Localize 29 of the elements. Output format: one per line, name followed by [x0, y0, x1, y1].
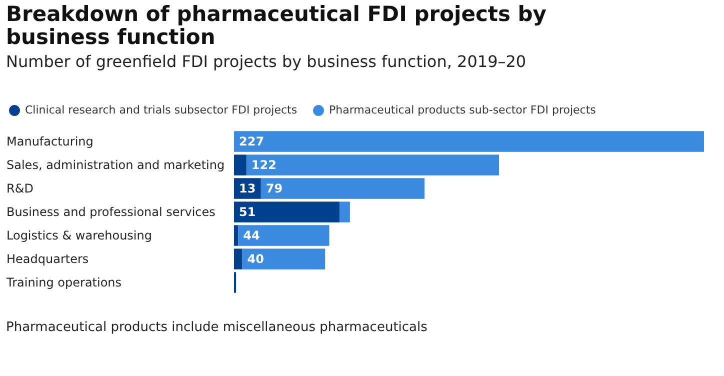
- y-tick-label: R&D: [6, 182, 34, 196]
- bar: [260, 178, 424, 199]
- y-tick-label: Sales, administration and marketing: [6, 158, 225, 172]
- bar: [242, 248, 326, 270]
- data-label: 51: [239, 205, 256, 219]
- legend-label: Clinical research and trials subsector FDI projects: [25, 104, 298, 117]
- data-label: 227: [239, 134, 264, 149]
- y-tick-label: Training operations: [6, 275, 122, 290]
- bar: [234, 131, 704, 152]
- bar: [234, 202, 340, 222]
- y-tick-label: Headquarters: [6, 252, 89, 266]
- y-tick-label: Business and professional services: [6, 205, 216, 219]
- y-tick-label: Manufacturing: [6, 134, 94, 149]
- bar: [238, 225, 330, 246]
- data-label: 44: [243, 228, 260, 242]
- data-label: 122: [251, 158, 276, 172]
- legend-label: Pharmaceutical products sub-sector FDI projects: [329, 104, 596, 117]
- bar: [234, 225, 238, 246]
- y-tick-label: Logistics & warehousing: [6, 228, 152, 242]
- text: Pharmaceutical products include miscellaneous pharmaceuticals: [6, 320, 428, 335]
- bar: [246, 154, 500, 176]
- chart-subtitle: Number of greenfield FDI projects by business function, 2019–20: [6, 52, 526, 71]
- data-label: 13: [239, 182, 256, 196]
- data-label: 40: [247, 252, 264, 266]
- data-label: 79: [266, 182, 283, 196]
- bar: [234, 154, 246, 176]
- bar: [340, 202, 350, 222]
- bar: [234, 248, 242, 270]
- chart-title: Breakdown of pharmaceutical FDI projects by business function: [6, 2, 547, 49]
